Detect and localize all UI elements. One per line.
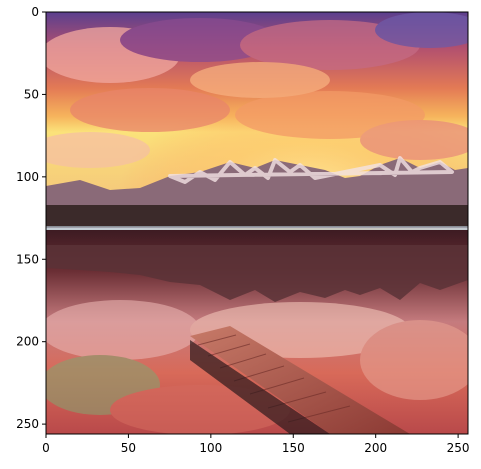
landscape-photo bbox=[46, 12, 468, 434]
x-tick-label: 150 bbox=[282, 441, 305, 455]
dock-shadow bbox=[190, 340, 330, 434]
x-tick-label: 250 bbox=[447, 441, 470, 455]
x-tick-label: 200 bbox=[364, 441, 387, 455]
y-tick-label: 250 bbox=[16, 417, 39, 431]
y-tick-label: 100 bbox=[16, 170, 39, 184]
treeline bbox=[46, 205, 468, 227]
clouds bbox=[46, 12, 468, 168]
y-tick-label: 200 bbox=[16, 335, 39, 349]
x-tick-label: 0 bbox=[42, 441, 50, 455]
axes-frame bbox=[45, 11, 469, 435]
wooden-dock bbox=[190, 326, 410, 434]
mountain-reflection bbox=[46, 245, 468, 302]
x-tick-label: 100 bbox=[199, 441, 222, 455]
x-tick-label: 50 bbox=[121, 441, 136, 455]
shoreline bbox=[46, 226, 468, 230]
y-tick-label: 150 bbox=[16, 252, 39, 266]
mountain-snow bbox=[168, 156, 454, 184]
y-axis: 0 50 100 150 200 250 bbox=[16, 5, 46, 431]
y-tick-label: 0 bbox=[31, 5, 39, 19]
y-tick-label: 50 bbox=[24, 87, 39, 101]
x-axis: 0 50 100 150 200 250 bbox=[42, 434, 470, 455]
